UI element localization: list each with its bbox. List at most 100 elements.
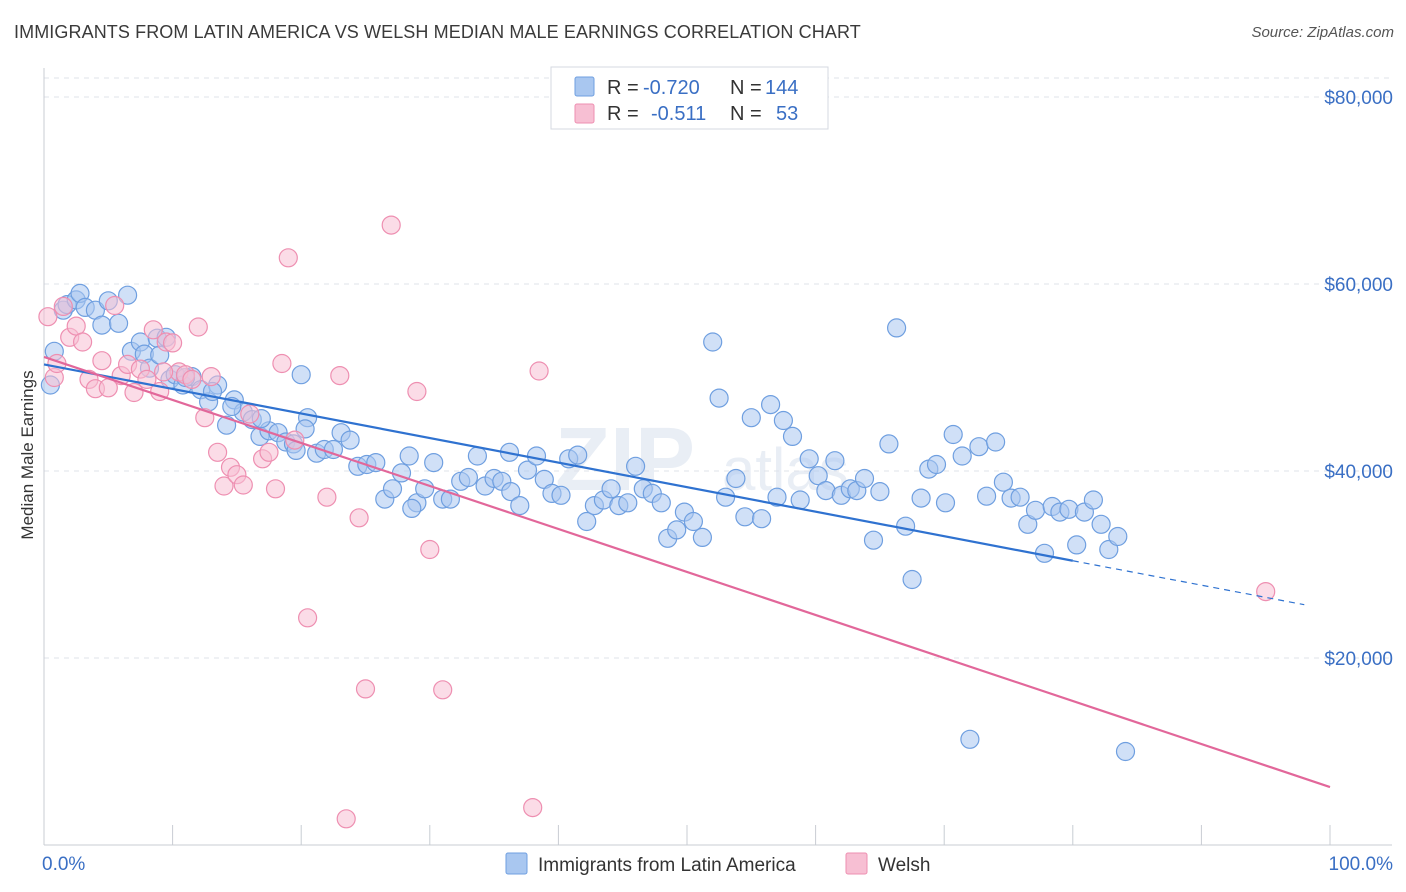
latin-america-point-25 bbox=[217, 415, 237, 435]
latin-america-point-105 bbox=[879, 434, 899, 454]
latin-america-point-121 bbox=[1010, 487, 1030, 507]
legend-n-value-2: 53 bbox=[776, 103, 798, 125]
legend-r-label-2: R = bbox=[607, 103, 639, 125]
welsh-point-6 bbox=[72, 332, 93, 352]
welsh-point-3 bbox=[53, 296, 73, 316]
x-tick-label-100: 100.0% bbox=[1329, 854, 1394, 875]
grid-lines bbox=[44, 77, 1392, 659]
latin-america-point-136 bbox=[402, 498, 422, 518]
latin-america-point-131 bbox=[1091, 514, 1111, 534]
latin-america-point-118 bbox=[985, 432, 1006, 452]
latin-america-point-102 bbox=[854, 468, 875, 489]
welsh-point-28 bbox=[214, 476, 234, 496]
welsh-point-43 bbox=[349, 508, 369, 528]
latin-america-point-61 bbox=[517, 460, 538, 480]
latin-america-point-54 bbox=[458, 467, 478, 488]
latin-america-point-119 bbox=[993, 472, 1014, 492]
latin-america-point-68 bbox=[577, 511, 597, 532]
y-tick-label-40000: $40,000 bbox=[1324, 462, 1393, 483]
latin-america-point-132 bbox=[1099, 539, 1119, 560]
latin-america-point-113 bbox=[943, 424, 963, 445]
correlation-legend: R = -0.720 N = 144 R = -0.511 N = 53 bbox=[550, 66, 829, 130]
latin-america-point-71 bbox=[601, 479, 621, 499]
latin-america-point-88 bbox=[741, 408, 761, 428]
welsh-point-48 bbox=[433, 680, 453, 700]
latin-america-point-92 bbox=[773, 410, 794, 431]
latin-america-point-67 bbox=[568, 445, 588, 465]
latin-america-point-86 bbox=[726, 468, 746, 489]
trend-line-latin-america-extension bbox=[1072, 560, 1305, 606]
welsh-point-11 bbox=[105, 295, 125, 316]
latin-america-point-109 bbox=[911, 488, 931, 508]
latin-america-point-128 bbox=[1067, 535, 1087, 555]
latin-america-point-79 bbox=[667, 520, 687, 540]
latin-america-point-107 bbox=[895, 516, 916, 536]
welsh-point-52 bbox=[154, 362, 174, 382]
latin-america-point-115 bbox=[960, 729, 980, 749]
series-legend: Immigrants from Latin America Welsh bbox=[505, 852, 930, 876]
latin-america-point-117 bbox=[976, 486, 997, 506]
series-legend-label-latin-america: Immigrants from Latin America bbox=[538, 855, 796, 876]
welsh-point-23 bbox=[182, 369, 202, 389]
welsh-point-37 bbox=[278, 248, 298, 268]
latin-america-point-74 bbox=[625, 456, 646, 476]
trend-lines bbox=[43, 355, 1331, 789]
latin-america-point-116 bbox=[969, 437, 989, 457]
latin-america-point-104 bbox=[870, 482, 890, 502]
series-legend-swatch-blue bbox=[505, 852, 528, 875]
latin-america-point-130 bbox=[1083, 490, 1104, 510]
latin-america-point-77 bbox=[651, 493, 671, 513]
latin-america-point-106 bbox=[886, 318, 907, 338]
latin-america-point-112 bbox=[935, 493, 956, 513]
legend-r-label-1: R = bbox=[607, 77, 639, 99]
x-tick-label-0: 0.0% bbox=[42, 854, 85, 875]
legend-r-value-2: -0.511 bbox=[651, 103, 706, 125]
welsh-point-17 bbox=[143, 320, 163, 340]
welsh-point-24 bbox=[188, 317, 208, 337]
latin-america-point-123 bbox=[1025, 500, 1046, 520]
latin-america-point-60 bbox=[510, 496, 530, 516]
welsh-point-49 bbox=[529, 361, 549, 381]
series-legend-label-welsh: Welsh bbox=[878, 855, 930, 876]
latin-america-point-83 bbox=[703, 332, 723, 352]
latin-america-point-98 bbox=[825, 451, 845, 471]
chart-title: IMMIGRANTS FROM LATIN AMERICA VS WELSH M… bbox=[14, 22, 861, 42]
legend-swatch-pink bbox=[574, 103, 595, 124]
latin-america-point-84 bbox=[709, 388, 729, 408]
y-tick-label-20000: $20,000 bbox=[1324, 649, 1393, 670]
latin-america-point-81 bbox=[683, 511, 704, 532]
latin-america-point-38 bbox=[323, 439, 343, 460]
welsh-point-45 bbox=[381, 215, 401, 235]
welsh-point-41 bbox=[330, 366, 350, 386]
welsh-point-27 bbox=[208, 442, 228, 462]
latin-america-point-89 bbox=[751, 509, 772, 529]
y-tick-label-80000: $80,000 bbox=[1324, 88, 1393, 109]
latin-america-point-49 bbox=[415, 479, 435, 499]
latin-america-point-93 bbox=[782, 426, 803, 446]
legend-swatch-blue bbox=[574, 76, 595, 97]
legend-r-value-1: -0.720 bbox=[643, 77, 700, 99]
latin-america-point-40 bbox=[340, 430, 360, 450]
latin-america-point-73 bbox=[618, 493, 638, 513]
legend-n-label-1: N = bbox=[730, 77, 762, 99]
series-latin-america-points bbox=[40, 283, 1136, 762]
welsh-point-35 bbox=[265, 479, 286, 499]
y-axis-title: Median Male Earnings bbox=[18, 370, 37, 539]
latin-america-point-127 bbox=[1059, 499, 1079, 519]
latin-america-point-34 bbox=[291, 365, 311, 385]
welsh-point-42 bbox=[336, 809, 356, 829]
latin-america-point-45 bbox=[382, 479, 403, 499]
welsh-point-51 bbox=[1256, 581, 1276, 602]
latin-america-point-82 bbox=[692, 527, 713, 548]
latin-america-point-94 bbox=[790, 490, 810, 510]
latin-america-point-96 bbox=[808, 466, 828, 486]
latin-america-point-10 bbox=[108, 313, 129, 333]
axes bbox=[43, 68, 1392, 846]
welsh-point-31 bbox=[233, 475, 253, 495]
welsh-point-5 bbox=[66, 316, 86, 336]
trend-line-latin-america bbox=[43, 363, 1074, 562]
source-credit: Source: ZipAtlas.com bbox=[1251, 24, 1394, 41]
welsh-point-40 bbox=[317, 487, 337, 507]
y-tick-labels: $20,000 $40,000 $60,000 $80,000 bbox=[1324, 88, 1393, 670]
welsh-point-46 bbox=[407, 381, 427, 402]
